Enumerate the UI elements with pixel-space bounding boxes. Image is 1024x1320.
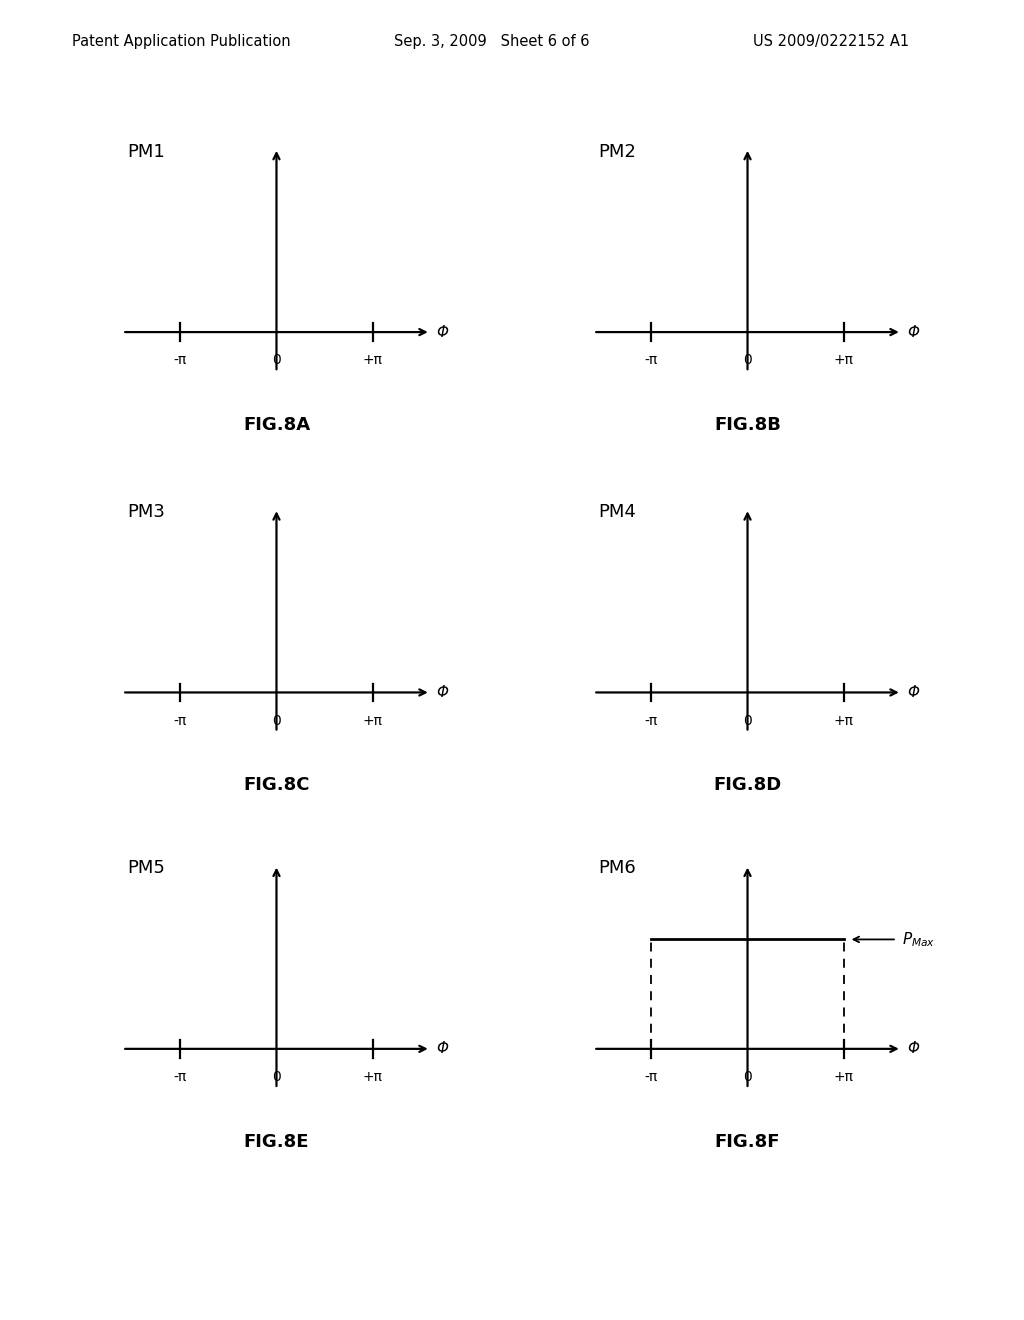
Text: PM1: PM1 — [127, 143, 165, 161]
Text: FIG.8B: FIG.8B — [714, 416, 781, 434]
Text: Φ: Φ — [436, 685, 449, 700]
Text: -π: -π — [173, 714, 186, 727]
Text: -π: -π — [173, 1071, 186, 1084]
Text: 0: 0 — [743, 1071, 752, 1084]
Text: -π: -π — [173, 354, 186, 367]
Text: +π: +π — [362, 354, 383, 367]
Text: 0: 0 — [743, 714, 752, 727]
Text: FIG.8A: FIG.8A — [243, 416, 310, 434]
Text: PM4: PM4 — [598, 503, 636, 521]
Text: +π: +π — [362, 1071, 383, 1084]
Text: PM6: PM6 — [598, 859, 636, 878]
Text: PM3: PM3 — [127, 503, 165, 521]
Text: Sep. 3, 2009   Sheet 6 of 6: Sep. 3, 2009 Sheet 6 of 6 — [394, 34, 590, 49]
Text: +π: +π — [362, 714, 383, 727]
Text: US 2009/0222152 A1: US 2009/0222152 A1 — [753, 34, 908, 49]
Text: 0: 0 — [272, 354, 281, 367]
Text: 0: 0 — [272, 1071, 281, 1084]
Text: Φ: Φ — [907, 325, 920, 339]
Text: +π: +π — [834, 1071, 854, 1084]
Text: -π: -π — [644, 1071, 657, 1084]
Text: PM2: PM2 — [598, 143, 636, 161]
Text: FIG.8D: FIG.8D — [714, 776, 781, 795]
Text: +π: +π — [834, 714, 854, 727]
Text: FIG.8F: FIG.8F — [715, 1133, 780, 1151]
Text: Φ: Φ — [907, 685, 920, 700]
Text: -π: -π — [644, 354, 657, 367]
Text: Patent Application Publication: Patent Application Publication — [72, 34, 291, 49]
Text: FIG.8E: FIG.8E — [244, 1133, 309, 1151]
Text: $P_{Max}$: $P_{Max}$ — [902, 931, 935, 949]
Text: PM5: PM5 — [127, 859, 165, 878]
Text: +π: +π — [834, 354, 854, 367]
Text: Φ: Φ — [436, 1041, 449, 1056]
Text: FIG.8C: FIG.8C — [244, 776, 309, 795]
Text: Φ: Φ — [436, 325, 449, 339]
Text: 0: 0 — [743, 354, 752, 367]
Text: -π: -π — [644, 714, 657, 727]
Text: 0: 0 — [272, 714, 281, 727]
Text: Φ: Φ — [907, 1041, 920, 1056]
